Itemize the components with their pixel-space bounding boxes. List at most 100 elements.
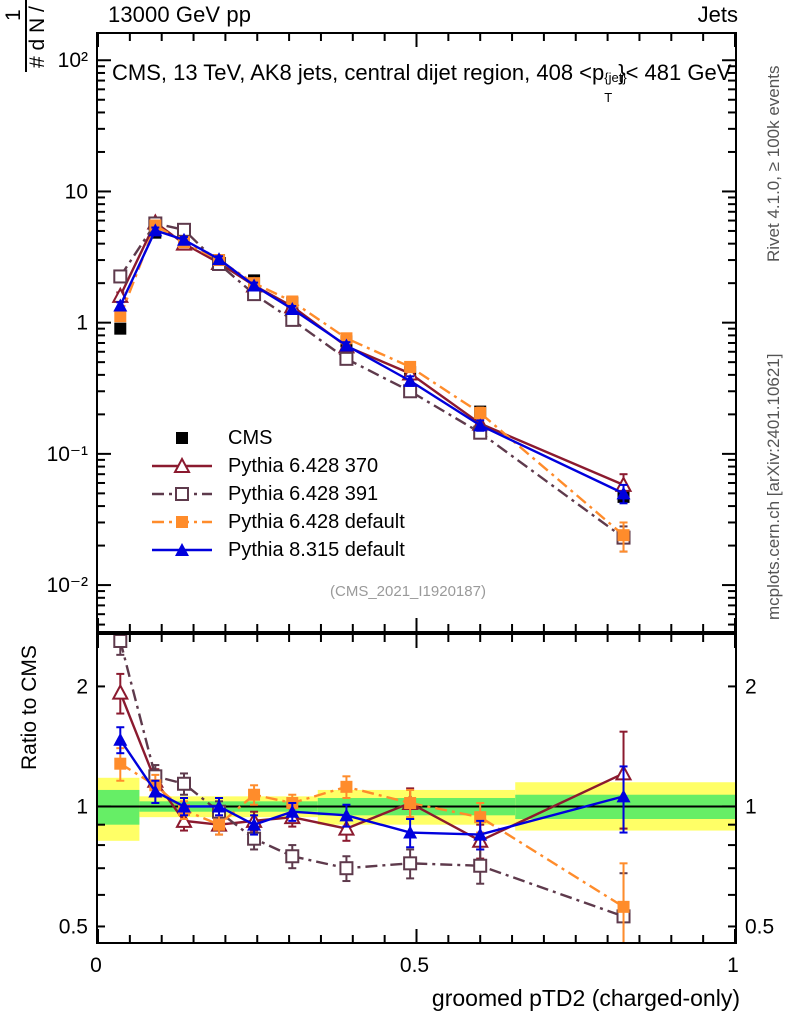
- legend-label-3: Pythia 6.428 default: [228, 510, 405, 533]
- legend-key-canvas: [152, 456, 212, 473]
- data-point: [247, 278, 262, 292]
- ratio-y-tick-label-left: 1: [76, 795, 88, 818]
- legend-key-canvas: [152, 516, 212, 528]
- data-point: [474, 406, 487, 419]
- legend-marker-2: [150, 483, 214, 505]
- beam-energy-label: 13000 GeV pp: [108, 2, 252, 27]
- legend-entry-0[interactable]: CMS: [150, 424, 405, 452]
- main-y-tick-label: 1: [76, 312, 88, 335]
- ratio-data-point: [175, 811, 193, 828]
- legend-entry-2[interactable]: Pythia 6.428 391: [150, 480, 405, 508]
- plot-title-text: CMS, 13 TeV, AK8 jets, central dijet reg…: [112, 60, 605, 85]
- ratio-y-tick-label-left: 0.5: [59, 915, 88, 938]
- main-plot-canvas: [98, 34, 735, 631]
- plot-title-superscript: {jet}: [604, 70, 627, 85]
- data-point: [286, 295, 299, 308]
- ratio-data-point: [473, 827, 488, 841]
- data-point: [114, 310, 127, 323]
- ratio-y-tick-label-left: 2: [76, 675, 88, 698]
- series-line: [119, 223, 625, 537]
- data-point: [148, 223, 163, 237]
- main-y-tick-label: 10²: [58, 49, 88, 72]
- ratio-data-point: [248, 788, 261, 801]
- ratio-data-point: [339, 808, 354, 822]
- plot-title-tail: }< 481 GeV: [618, 60, 732, 85]
- series-line: [119, 222, 625, 539]
- x-tick-label: 0.5: [400, 954, 429, 977]
- ratio-plot-canvas: [98, 635, 735, 942]
- legend-entry-3[interactable]: Pythia 6.428 default: [150, 508, 405, 536]
- ratio-y-tick-label-right: 0.5: [745, 915, 774, 938]
- data-point: [616, 486, 631, 500]
- ratio-data-point: [212, 799, 227, 813]
- ratio-data-point: [616, 789, 631, 803]
- legend-marker-0: [150, 427, 214, 449]
- data-point: [617, 529, 630, 542]
- x-axis-title: groomed pTD2 (charged-only): [431, 985, 740, 1011]
- ratio-data-point: [340, 780, 353, 793]
- ratio-data-point: [404, 797, 417, 810]
- legend-symbol: [175, 543, 189, 556]
- plot-title-subscript: T: [604, 90, 613, 105]
- ratio-data-point: [213, 818, 226, 831]
- ratio-data-point: [148, 784, 163, 798]
- ratio-data-point: [473, 858, 488, 873]
- ratio-y-tick-label-right: 1: [745, 795, 757, 818]
- ratio-data-point: [337, 819, 356, 836]
- series-line: [119, 228, 625, 495]
- series-pythia-8-315-default: [113, 223, 631, 505]
- ratio-data-point: [111, 683, 129, 700]
- legend-marker-4: [150, 539, 214, 561]
- data-point: [212, 252, 227, 266]
- analysis-category-label: Jets: [697, 2, 738, 27]
- legend-key-canvas: [152, 543, 212, 556]
- x-tick-label: 1: [727, 954, 739, 977]
- ratio-data-point: [285, 849, 300, 864]
- ratio-series-line: [119, 739, 624, 836]
- ratio-series-pythia-8-315-default: [113, 726, 631, 851]
- ratio-data-point: [403, 825, 418, 839]
- legend-label-2: Pythia 6.428 391: [228, 482, 379, 505]
- legend-entry-4[interactable]: Pythia 8.315 default: [150, 536, 405, 564]
- legend-label-4: Pythia 8.315 default: [228, 538, 405, 561]
- ratio-data-point: [339, 861, 354, 876]
- legend-marker-3: [150, 511, 214, 533]
- plot-title: CMS, 13 TeV, AK8 jets, central dijet reg…: [112, 60, 732, 105]
- data-point: [176, 232, 191, 246]
- data-point: [339, 338, 354, 352]
- ratio-data-point: [176, 776, 191, 791]
- ratio-y-tick-label-right: 2: [745, 675, 757, 698]
- data-point: [113, 269, 128, 284]
- main-plot-panel: [96, 32, 737, 633]
- data-point: [339, 351, 354, 366]
- data-point: [114, 322, 127, 335]
- legend-symbol: [173, 456, 191, 473]
- ratio-data-point: [176, 799, 191, 813]
- main-y-tick-label: 10: [65, 180, 88, 203]
- legend-symbol: [175, 487, 189, 501]
- data-point: [285, 302, 300, 316]
- legend: CMS Pythia 6.428 370 Pythia 6.428 391 Pythi…: [150, 424, 405, 564]
- legend-key-canvas: [152, 487, 212, 501]
- legend-label-1: Pythia 6.428 370: [228, 454, 379, 477]
- ratio-data-point: [247, 817, 262, 831]
- ratio-data-point: [113, 635, 128, 648]
- ratio-plot-panel: [96, 633, 737, 944]
- legend-label-0: CMS: [228, 426, 273, 449]
- ratio-data-point: [114, 757, 127, 770]
- ratio-data-point: [113, 732, 128, 746]
- data-point: [113, 298, 128, 312]
- x-tick-label: 0: [90, 954, 102, 977]
- analysis-id-watermark: (CMS_2021_I1920187): [330, 583, 486, 600]
- ratio-data-point: [285, 804, 300, 818]
- ratio-series-line: [119, 640, 624, 918]
- main-y-tick-label: 10⁻¹: [47, 443, 88, 466]
- ratio-data-point: [617, 900, 630, 913]
- legend-entry-1[interactable]: Pythia 6.428 370: [150, 452, 405, 480]
- legend-marker-1: [150, 455, 214, 477]
- ratio-series-line: [119, 762, 625, 908]
- legend-key-canvas: [176, 432, 188, 444]
- data-point: [473, 418, 488, 432]
- data-point: [403, 373, 418, 387]
